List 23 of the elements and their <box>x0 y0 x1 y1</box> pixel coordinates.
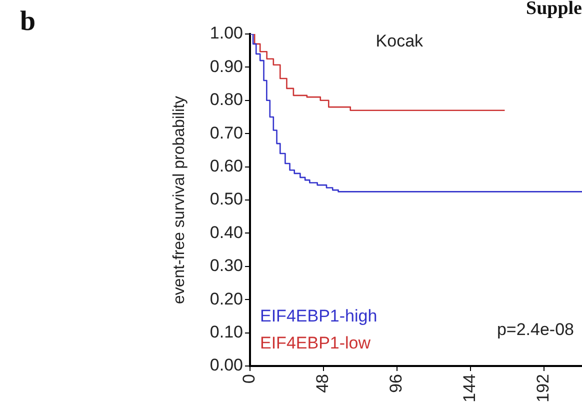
x-tick-label: 0 <box>240 374 259 384</box>
x-tick-label: 192 <box>533 374 552 402</box>
x-tick-label: 48 <box>313 374 332 393</box>
text: EIF4EBP1-high <box>260 306 378 326</box>
text: EIF4EBP1-low <box>260 334 372 353</box>
chart-title: Kocak <box>376 32 424 51</box>
y-tick-label: 0.40 <box>210 222 243 242</box>
y-tick-label: 0.20 <box>210 289 243 308</box>
y-tick-label: 0.90 <box>210 56 243 76</box>
y-tick-label: 1.00 <box>210 24 243 43</box>
y-tick-label: 0.70 <box>210 123 243 142</box>
y-tick-label: 0.50 <box>210 190 243 209</box>
x-tick-label: 144 <box>460 374 479 402</box>
y-tick-label: 0.10 <box>210 322 243 342</box>
y-tick-label: 0.00 <box>210 356 243 375</box>
annotation: p=2.4e-08 <box>496 320 574 340</box>
x-tick-label: 96 <box>386 374 406 393</box>
y-tick-label: 0.30 <box>210 256 243 276</box>
text: b <box>20 6 36 38</box>
y-tick-label: 0.60 <box>210 156 243 176</box>
y-axis-title: event-free survival probability <box>171 96 188 304</box>
y-tick-label: 0.80 <box>210 90 243 110</box>
text: Supple <box>526 0 582 20</box>
